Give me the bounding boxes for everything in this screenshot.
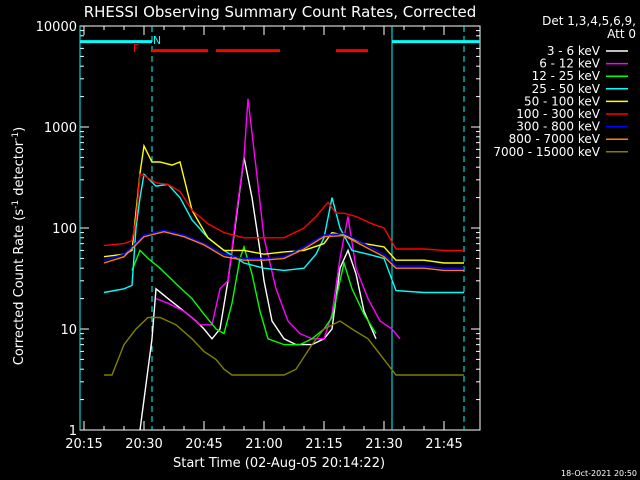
x-tick-label: 21:00	[245, 437, 282, 452]
plot-axes	[79, 25, 481, 431]
legend-entry: 6 - 12 keV	[539, 57, 601, 71]
legend-entry: 800 - 7000 keV	[509, 132, 601, 146]
y-axis-label-mid: detector	[12, 140, 27, 200]
x-tick-label: 21:15	[305, 437, 342, 452]
y-tick-label: 1	[69, 424, 77, 439]
chart-title: RHESSI Observing Summary Count Rates, Co…	[84, 3, 477, 21]
flag-letter: N	[153, 34, 161, 47]
y-tick-label: 10000	[36, 20, 77, 35]
legend-header-line-1: Det 1,3,4,5,6,9,	[542, 14, 636, 28]
x-tick-label: 20:30	[125, 437, 162, 452]
y-tick-labels: 1 10 100 1000 10000	[36, 20, 77, 439]
x-tick-labels: 20:15 20:30 20:45 21:00 21:15 21:30 21:45	[65, 437, 462, 452]
x-tick-label: 21:30	[365, 437, 402, 452]
legend-entry: 7000 - 15000 keV	[493, 145, 600, 159]
legend-entry: 3 - 6 keV	[547, 44, 601, 58]
series-lines	[103, 98, 464, 431]
footer-timestamp: 18-Oct-2021 20:50	[561, 469, 637, 478]
y-tick-label: 1000	[44, 121, 77, 136]
series-line	[104, 316, 464, 376]
series-line	[155, 98, 401, 340]
legend-header-line-2: Att 0	[607, 27, 636, 41]
y-tick-label: 10	[60, 323, 77, 338]
legend-entry: 50 - 100 keV	[524, 94, 601, 108]
series-line	[103, 229, 464, 269]
series-line	[103, 143, 464, 264]
series-line	[131, 244, 377, 346]
y-axis-label-sup1: -1	[11, 200, 21, 209]
series-line	[103, 172, 464, 294]
series-line	[103, 173, 464, 252]
series-line	[139, 157, 377, 431]
x-tick-label: 21:45	[425, 437, 462, 452]
y-axis-label-main: Corrected Count Rate (s	[12, 209, 27, 366]
series-line	[103, 230, 464, 272]
x-tick-label: 20:15	[65, 437, 102, 452]
legend-entry: 300 - 800 keV	[516, 120, 600, 134]
legend-entry: 25 - 50 keV	[532, 82, 601, 96]
y-axis-label-sup2: -1	[11, 132, 21, 141]
annotations: NF	[79, 26, 480, 430]
x-axis-label: Start Time (02-Aug-05 20:14:22)	[173, 456, 385, 471]
plot-frame	[79, 25, 481, 431]
flag-letter: F	[133, 42, 139, 55]
legend-entry: 100 - 300 keV	[516, 107, 600, 121]
x-tick-label: 20:45	[185, 437, 222, 452]
legend-entry: 12 - 25 keV	[532, 69, 601, 83]
y-tick-label: 100	[52, 222, 77, 237]
y-axis-label: Corrected Count Rate (s-1 detector-1)	[11, 127, 27, 365]
y-axis-label-end: )	[12, 127, 27, 132]
